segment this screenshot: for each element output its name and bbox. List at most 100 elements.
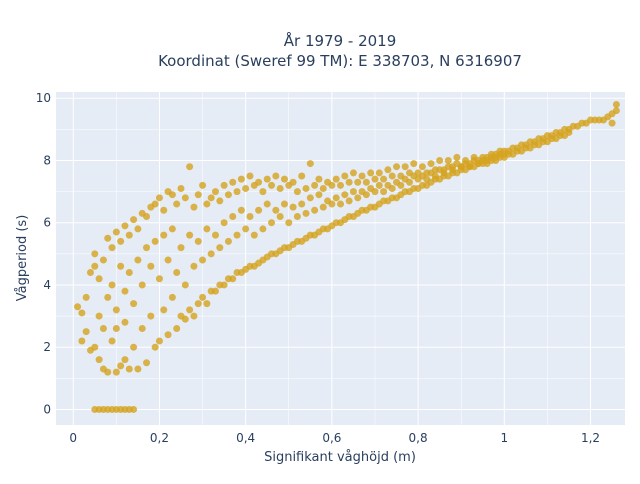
data-point bbox=[99, 256, 107, 264]
data-point bbox=[332, 175, 340, 183]
data-point bbox=[332, 194, 340, 202]
data-point bbox=[380, 175, 388, 183]
data-point bbox=[151, 237, 159, 245]
data-point bbox=[160, 306, 168, 314]
data-point bbox=[203, 300, 211, 308]
data-point bbox=[173, 200, 181, 208]
data-point bbox=[194, 300, 202, 308]
data-point bbox=[293, 188, 301, 196]
data-point bbox=[74, 303, 82, 311]
data-point bbox=[255, 206, 263, 214]
data-point bbox=[117, 237, 125, 245]
data-point bbox=[405, 178, 413, 186]
data-point bbox=[211, 287, 219, 295]
data-point bbox=[341, 172, 349, 180]
data-point bbox=[427, 160, 435, 168]
data-point bbox=[375, 181, 383, 189]
data-point bbox=[134, 256, 142, 264]
data-point bbox=[125, 269, 133, 277]
data-point bbox=[345, 178, 353, 186]
data-point bbox=[242, 184, 250, 192]
data-point bbox=[233, 188, 241, 196]
data-point bbox=[82, 328, 90, 336]
x-tick-label: 0,2 bbox=[150, 431, 169, 445]
data-point bbox=[220, 281, 228, 289]
data-point bbox=[337, 200, 344, 208]
data-point bbox=[91, 262, 99, 270]
data-point bbox=[181, 315, 189, 323]
data-point bbox=[220, 219, 228, 227]
data-point bbox=[160, 231, 168, 239]
data-point bbox=[121, 356, 129, 364]
data-point bbox=[371, 188, 379, 196]
data-point bbox=[211, 188, 219, 196]
data-point bbox=[612, 107, 620, 115]
data-point bbox=[319, 184, 327, 192]
data-point bbox=[173, 325, 181, 333]
data-point bbox=[354, 194, 362, 202]
data-point bbox=[302, 209, 310, 217]
data-point bbox=[194, 237, 202, 245]
data-point bbox=[272, 172, 280, 180]
data-point bbox=[147, 262, 155, 270]
data-point bbox=[138, 325, 146, 333]
data-point bbox=[160, 206, 168, 214]
data-point bbox=[280, 200, 288, 208]
data-point bbox=[190, 312, 198, 320]
data-point bbox=[151, 200, 159, 208]
data-point bbox=[151, 343, 159, 351]
data-point bbox=[125, 231, 133, 239]
chart-title-line-1: År 1979 - 2019 bbox=[284, 31, 397, 50]
data-point bbox=[220, 181, 228, 189]
x-tick-label: 1,2 bbox=[581, 431, 600, 445]
data-point bbox=[99, 325, 107, 333]
data-point bbox=[190, 203, 198, 211]
data-point bbox=[354, 178, 362, 186]
data-point bbox=[246, 212, 254, 220]
data-point bbox=[362, 191, 370, 199]
data-point bbox=[181, 281, 189, 289]
data-point bbox=[263, 200, 271, 208]
data-point bbox=[95, 312, 103, 320]
data-point bbox=[86, 269, 94, 277]
y-tick-label: 10 bbox=[36, 91, 51, 105]
data-point bbox=[229, 275, 237, 283]
data-point bbox=[349, 188, 357, 196]
data-point bbox=[117, 262, 125, 270]
data-point bbox=[298, 200, 306, 208]
data-point bbox=[194, 191, 202, 199]
data-point bbox=[130, 405, 138, 413]
data-point bbox=[121, 318, 129, 326]
x-tick-label: 0,4 bbox=[236, 431, 255, 445]
y-tick-label: 6 bbox=[43, 216, 51, 230]
data-point bbox=[315, 191, 323, 199]
data-point bbox=[255, 178, 263, 186]
data-point bbox=[302, 184, 310, 192]
data-point bbox=[280, 175, 288, 183]
data-point bbox=[328, 200, 336, 208]
data-point bbox=[242, 225, 250, 233]
data-point bbox=[199, 293, 207, 301]
data-point bbox=[608, 119, 616, 127]
data-point bbox=[349, 169, 357, 177]
data-point bbox=[104, 293, 112, 301]
data-point bbox=[229, 178, 237, 186]
data-point bbox=[263, 175, 271, 183]
data-point bbox=[199, 181, 207, 189]
data-point bbox=[272, 206, 280, 214]
data-point bbox=[130, 300, 138, 308]
data-point bbox=[143, 244, 151, 252]
data-point bbox=[276, 212, 284, 220]
data-point bbox=[91, 343, 99, 351]
data-point bbox=[224, 237, 232, 245]
data-point bbox=[155, 194, 163, 202]
data-point bbox=[108, 337, 116, 345]
data-point bbox=[380, 188, 388, 196]
data-point bbox=[319, 203, 327, 211]
y-axis-title: Vågperiod (s) bbox=[15, 215, 30, 302]
data-point bbox=[121, 287, 129, 295]
data-point bbox=[168, 191, 176, 199]
x-axis-title: Signifikant våghöjd (m) bbox=[264, 450, 416, 465]
data-point bbox=[393, 163, 401, 171]
